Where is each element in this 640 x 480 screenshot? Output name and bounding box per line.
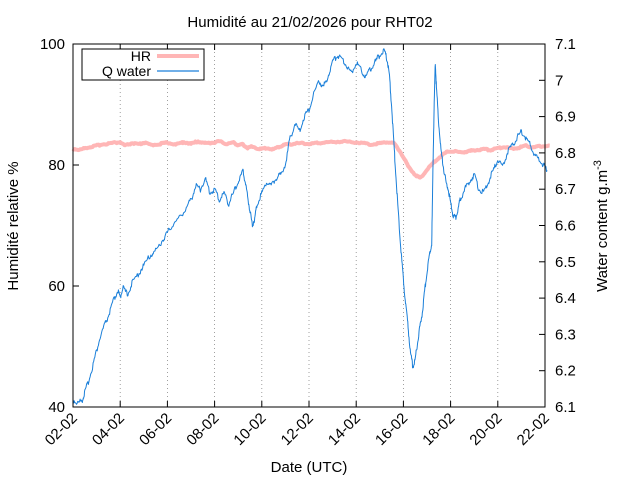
grid-lines <box>119 44 499 407</box>
y2-axis-title-sup: -3 <box>592 160 604 170</box>
y2-tick-label: 7 <box>555 72 563 89</box>
legend: HR Q water <box>81 48 205 81</box>
y2-axis-title: Water content g.m-3 <box>592 160 611 292</box>
y-tick-label: 100 <box>40 36 65 53</box>
y2-tick-label: 6.7 <box>555 181 576 198</box>
y2-tick-label: 6.9 <box>555 109 576 126</box>
y2-tick-label: 6.4 <box>555 290 576 307</box>
series-layer <box>71 48 551 405</box>
y2-tick-label: 6.5 <box>555 254 576 271</box>
y-axis-title: Humidité relative % <box>5 161 22 290</box>
y2-tick-label: 6.6 <box>555 218 576 235</box>
y2-axis-title-base: Water content g.m <box>594 170 611 292</box>
y2-tick-label: 6.8 <box>555 145 576 162</box>
legend-label-hr: HR <box>131 48 151 64</box>
y-tick-label: 80 <box>48 157 65 174</box>
y2-tick-label: 6.2 <box>555 363 576 380</box>
y2-tick-label: 7.1 <box>555 36 576 53</box>
series-q-water-line <box>72 48 548 405</box>
axis-ticks <box>72 43 546 408</box>
legend-label-q-water: Q water <box>102 63 151 79</box>
y-tick-label: 40 <box>48 399 65 416</box>
y2-tick-label: 6.3 <box>555 326 576 343</box>
y2-tick-labels: 6.1 6.2 6.3 6.4 6.5 6.6 6.7 6.8 6.9 7 7.1 <box>555 36 576 416</box>
chart-title: Humidité au 21/02/2026 pour RHT02 <box>187 14 432 31</box>
y-tick-label: 60 <box>48 278 65 295</box>
y-tick-labels: 40 60 80 100 <box>40 36 65 416</box>
y2-tick-label: 6.1 <box>555 399 576 416</box>
x-axis-title: Date (UTC) <box>271 459 348 476</box>
series-hr-line <box>71 138 551 180</box>
